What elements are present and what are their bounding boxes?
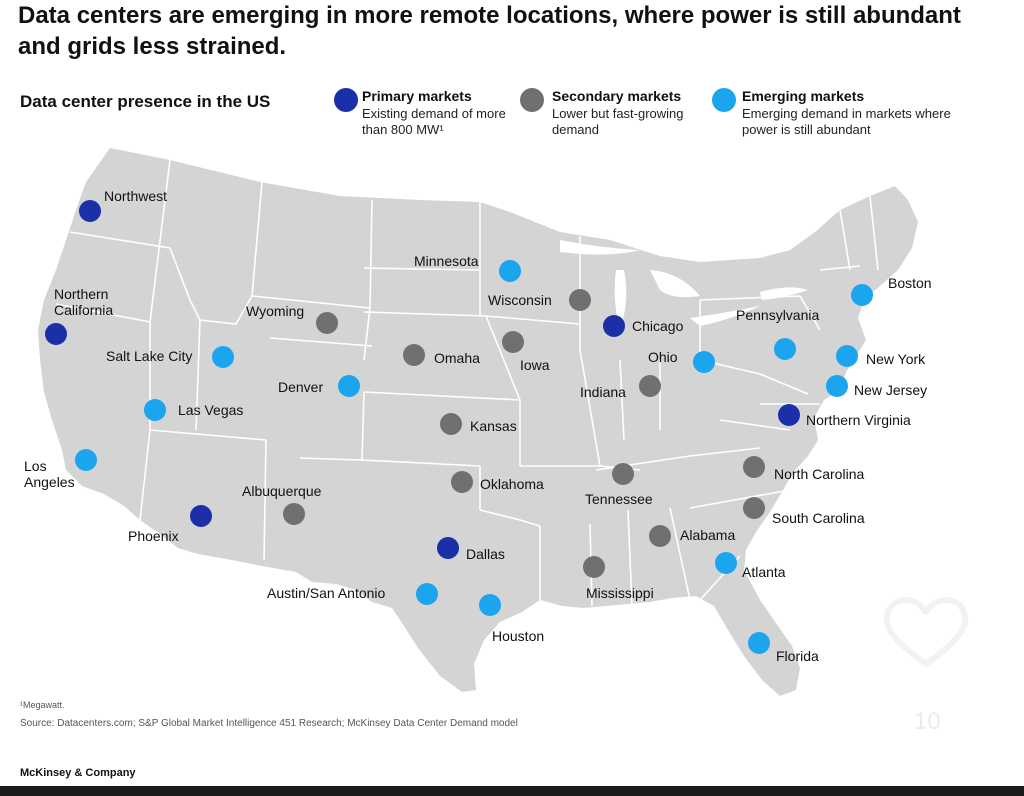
marker-las-vegas (144, 399, 166, 421)
label-iowa: Iowa (520, 357, 550, 373)
legend-emerging-desc: Emerging demand in markets where power i… (742, 106, 951, 137)
marker-florida (748, 632, 770, 654)
marker-northern-virginia (778, 404, 800, 426)
label-salt-lake-city: Salt Lake City (106, 348, 193, 364)
marker-dallas (437, 537, 459, 559)
marker-alabama (649, 525, 671, 547)
us-map (38, 148, 918, 696)
legend-secondary-desc: Lower but fast-growing demand (552, 106, 684, 137)
bottom-bar (0, 786, 1024, 796)
footnote: ¹Megawatt. (20, 700, 65, 710)
marker-ohio (693, 351, 715, 373)
label-denver: Denver (278, 379, 324, 395)
legend-primary-dot (334, 88, 358, 112)
legend-secondary-dot (520, 88, 544, 112)
great-lakes (560, 240, 808, 330)
marker-houston (479, 594, 501, 616)
state-borders (55, 159, 879, 607)
marker-pennsylvania (774, 338, 796, 360)
legend-secondary-name: Secondary markets (552, 88, 682, 104)
label-atlanta: Atlanta (742, 564, 786, 580)
label-kansas: Kansas (470, 418, 517, 434)
label-phoenix: Phoenix (128, 528, 179, 544)
legend-emerging-name: Emerging markets (742, 88, 865, 104)
label-oklahoma: Oklahoma (480, 476, 544, 492)
legend-emerging-dot (712, 88, 736, 112)
marker-oklahoma (451, 471, 473, 493)
marker-indiana (639, 375, 661, 397)
marker-boston (851, 284, 873, 306)
marker-mississippi (583, 556, 605, 578)
label-alabama: Alabama (680, 527, 736, 543)
marker-denver (338, 375, 360, 397)
label-tennessee: Tennessee (585, 491, 653, 507)
legend-primary-desc: Existing demand of more than 800 MW¹ (362, 106, 506, 137)
legend-primary-name: Primary markets (362, 88, 472, 104)
marker-northwest (79, 200, 101, 222)
marker-phoenix (190, 505, 212, 527)
label-northern-california: Northern California (54, 286, 114, 318)
label-new-york: New York (866, 351, 926, 367)
marker-omaha (403, 344, 425, 366)
heart-outline-icon[interactable] (880, 592, 972, 677)
label-albuquerque: Albuquerque (242, 483, 322, 499)
marker-salt-lake-city (212, 346, 234, 368)
marker-chicago (603, 315, 625, 337)
label-las-vegas: Las Vegas (178, 402, 244, 418)
brand-name: McKinsey & Company (20, 767, 136, 779)
marker-north-carolina (743, 456, 765, 478)
map-subtitle: Data center presence in the US (20, 92, 271, 111)
label-pennsylvania: Pennsylvania (736, 307, 820, 323)
source-note: Source: Datacenters.com; S&P Global Mark… (20, 718, 518, 729)
marker-kansas (440, 413, 462, 435)
label-mississippi: Mississippi (586, 585, 654, 601)
label-houston: Houston (492, 628, 545, 644)
us-land-shape (38, 148, 918, 696)
label-northern-virginia: Northern Virginia (806, 412, 911, 428)
marker-tennessee (612, 463, 634, 485)
marker-layer (45, 200, 873, 654)
marker-albuquerque (283, 503, 305, 525)
marker-new-york (836, 345, 858, 367)
label-northwest: Northwest (104, 188, 168, 204)
marker-los-angeles (75, 449, 97, 471)
label-south-carolina: South Carolina (772, 510, 865, 526)
label-ohio: Ohio (648, 349, 678, 365)
marker-wisconsin (569, 289, 591, 311)
marker-south-carolina (743, 497, 765, 519)
label-wyoming: Wyoming (246, 303, 305, 319)
label-north-carolina: North Carolina (774, 466, 865, 482)
marker-austin-san-antonio (416, 583, 438, 605)
label-florida: Florida (776, 648, 819, 664)
marker-atlanta (715, 552, 737, 574)
page-title: Data centers are emerging in more remote… (18, 2, 961, 60)
label-dallas: Dallas (466, 546, 505, 562)
label-boston: Boston (888, 275, 932, 291)
marker-minnesota (499, 260, 521, 282)
label-austin-san-antonio: Austin/San Antonio (267, 585, 386, 601)
label-minnesota: Minnesota (414, 253, 479, 269)
label-indiana: Indiana (580, 384, 626, 400)
label-omaha: Omaha (434, 350, 480, 366)
label-chicago: Chicago (632, 318, 684, 334)
label-los-angeles: Los Angeles (24, 458, 75, 490)
marker-northern-california (45, 323, 67, 345)
marker-iowa (502, 331, 524, 353)
label-wisconsin: Wisconsin (488, 292, 552, 308)
page-number: 10 (914, 708, 941, 735)
marker-wyoming (316, 312, 338, 334)
marker-new-jersey (826, 375, 848, 397)
label-new-jersey: New Jersey (854, 382, 928, 398)
